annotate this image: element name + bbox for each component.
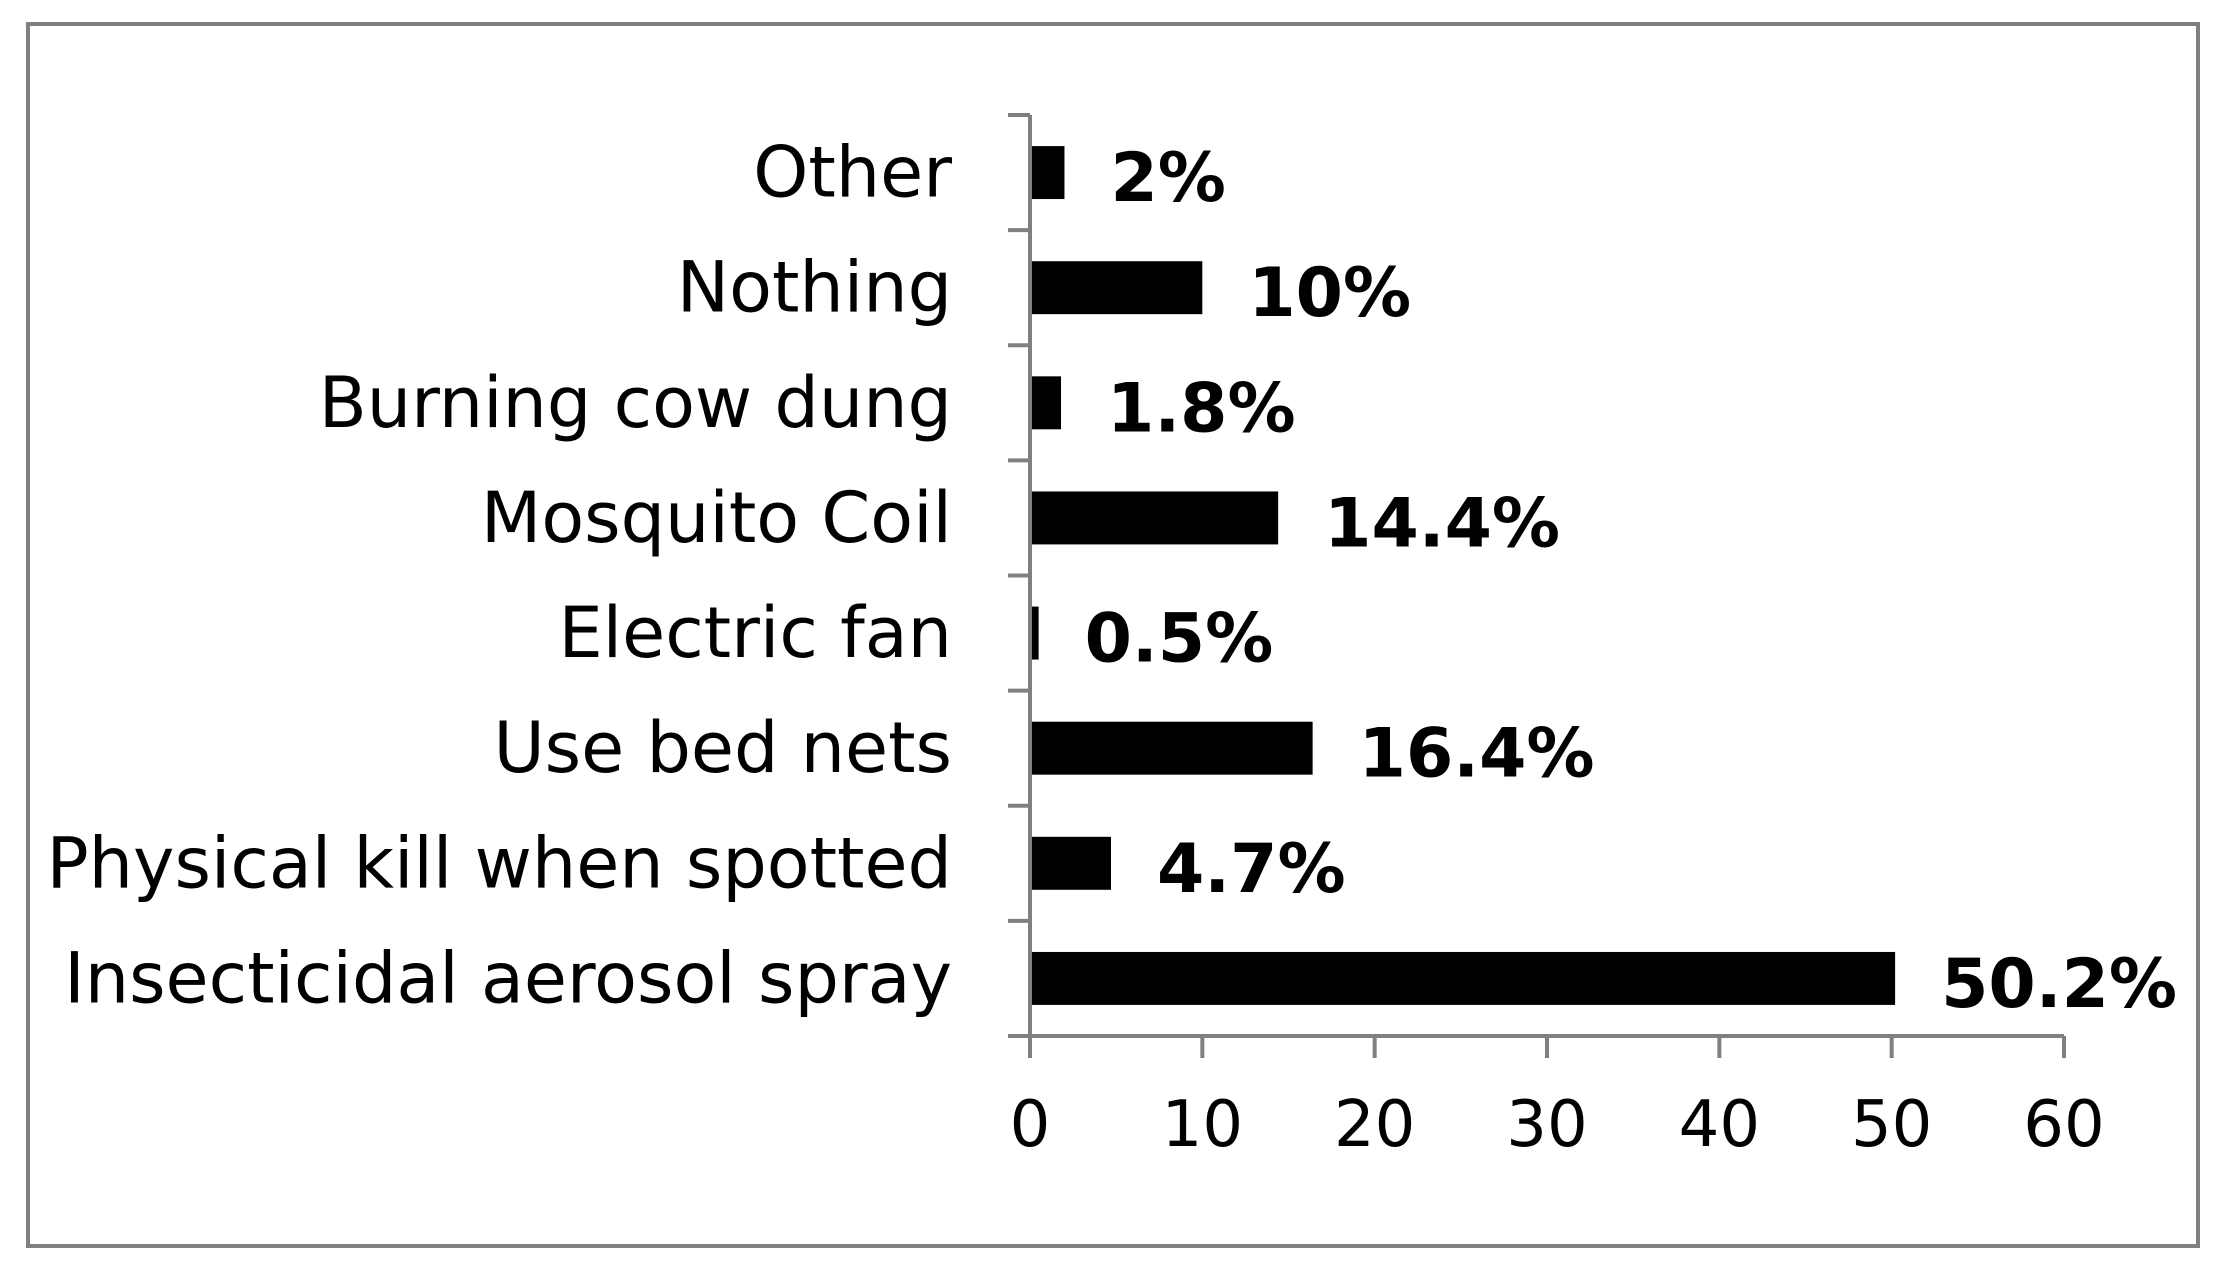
category-label-5: Burning cow dung — [319, 362, 952, 444]
category-label-3: Electric fan — [558, 592, 952, 674]
bar-3 — [1030, 606, 1039, 660]
category-label-0: Insecticidal aerosol spray — [64, 937, 952, 1019]
category-label-2: Use bed nets — [493, 707, 952, 789]
chart-border — [26, 22, 2200, 1248]
x-tick-label-6: 60 — [2023, 1088, 2104, 1162]
bar-5 — [1030, 376, 1062, 430]
x-tick-label-4: 40 — [1679, 1088, 1760, 1162]
x-tick-label-1: 10 — [1162, 1088, 1243, 1162]
data-label-2: 16.4% — [1359, 715, 1595, 794]
category-label-6: Nothing — [677, 247, 952, 329]
data-label-7: 2% — [1110, 139, 1225, 218]
axes-group — [1008, 113, 2066, 1058]
bar-4 — [1030, 491, 1279, 545]
bar-7 — [1030, 146, 1065, 200]
bars-group — [1030, 146, 1896, 1005]
data-label-5: 1.8% — [1107, 369, 1296, 448]
data-label-1: 4.7% — [1157, 830, 1346, 909]
bar-0 — [1030, 951, 1896, 1005]
bar-2 — [1030, 721, 1313, 775]
category-labels: Insecticidal aerosol spray Physical kill … — [46, 132, 952, 1020]
x-tick-label-3: 30 — [1506, 1088, 1587, 1162]
x-tick-labels: 0 10 20 30 40 50 60 — [1010, 1088, 2105, 1162]
bar-6 — [1030, 261, 1203, 315]
data-label-6: 10% — [1248, 254, 1411, 333]
bar-1 — [1030, 836, 1111, 890]
x-tick-label-2: 20 — [1334, 1088, 1415, 1162]
data-labels: 50.2% 4.7%16.4% 0.5% 14.4% 1.8% 10% 2% — [1085, 139, 2177, 1024]
category-label-4: Mosquito Coil — [481, 477, 952, 559]
data-label-3: 0.5% — [1085, 600, 1274, 679]
x-tick-label-0: 0 — [1010, 1088, 1051, 1162]
category-label-1: Physical kill when spotted — [46, 822, 952, 904]
data-label-0: 50.2% — [1941, 945, 2177, 1024]
category-label-7: Other — [753, 132, 952, 214]
data-label-4: 14.4% — [1324, 484, 1560, 563]
x-tick-label-5: 50 — [1851, 1088, 1932, 1162]
